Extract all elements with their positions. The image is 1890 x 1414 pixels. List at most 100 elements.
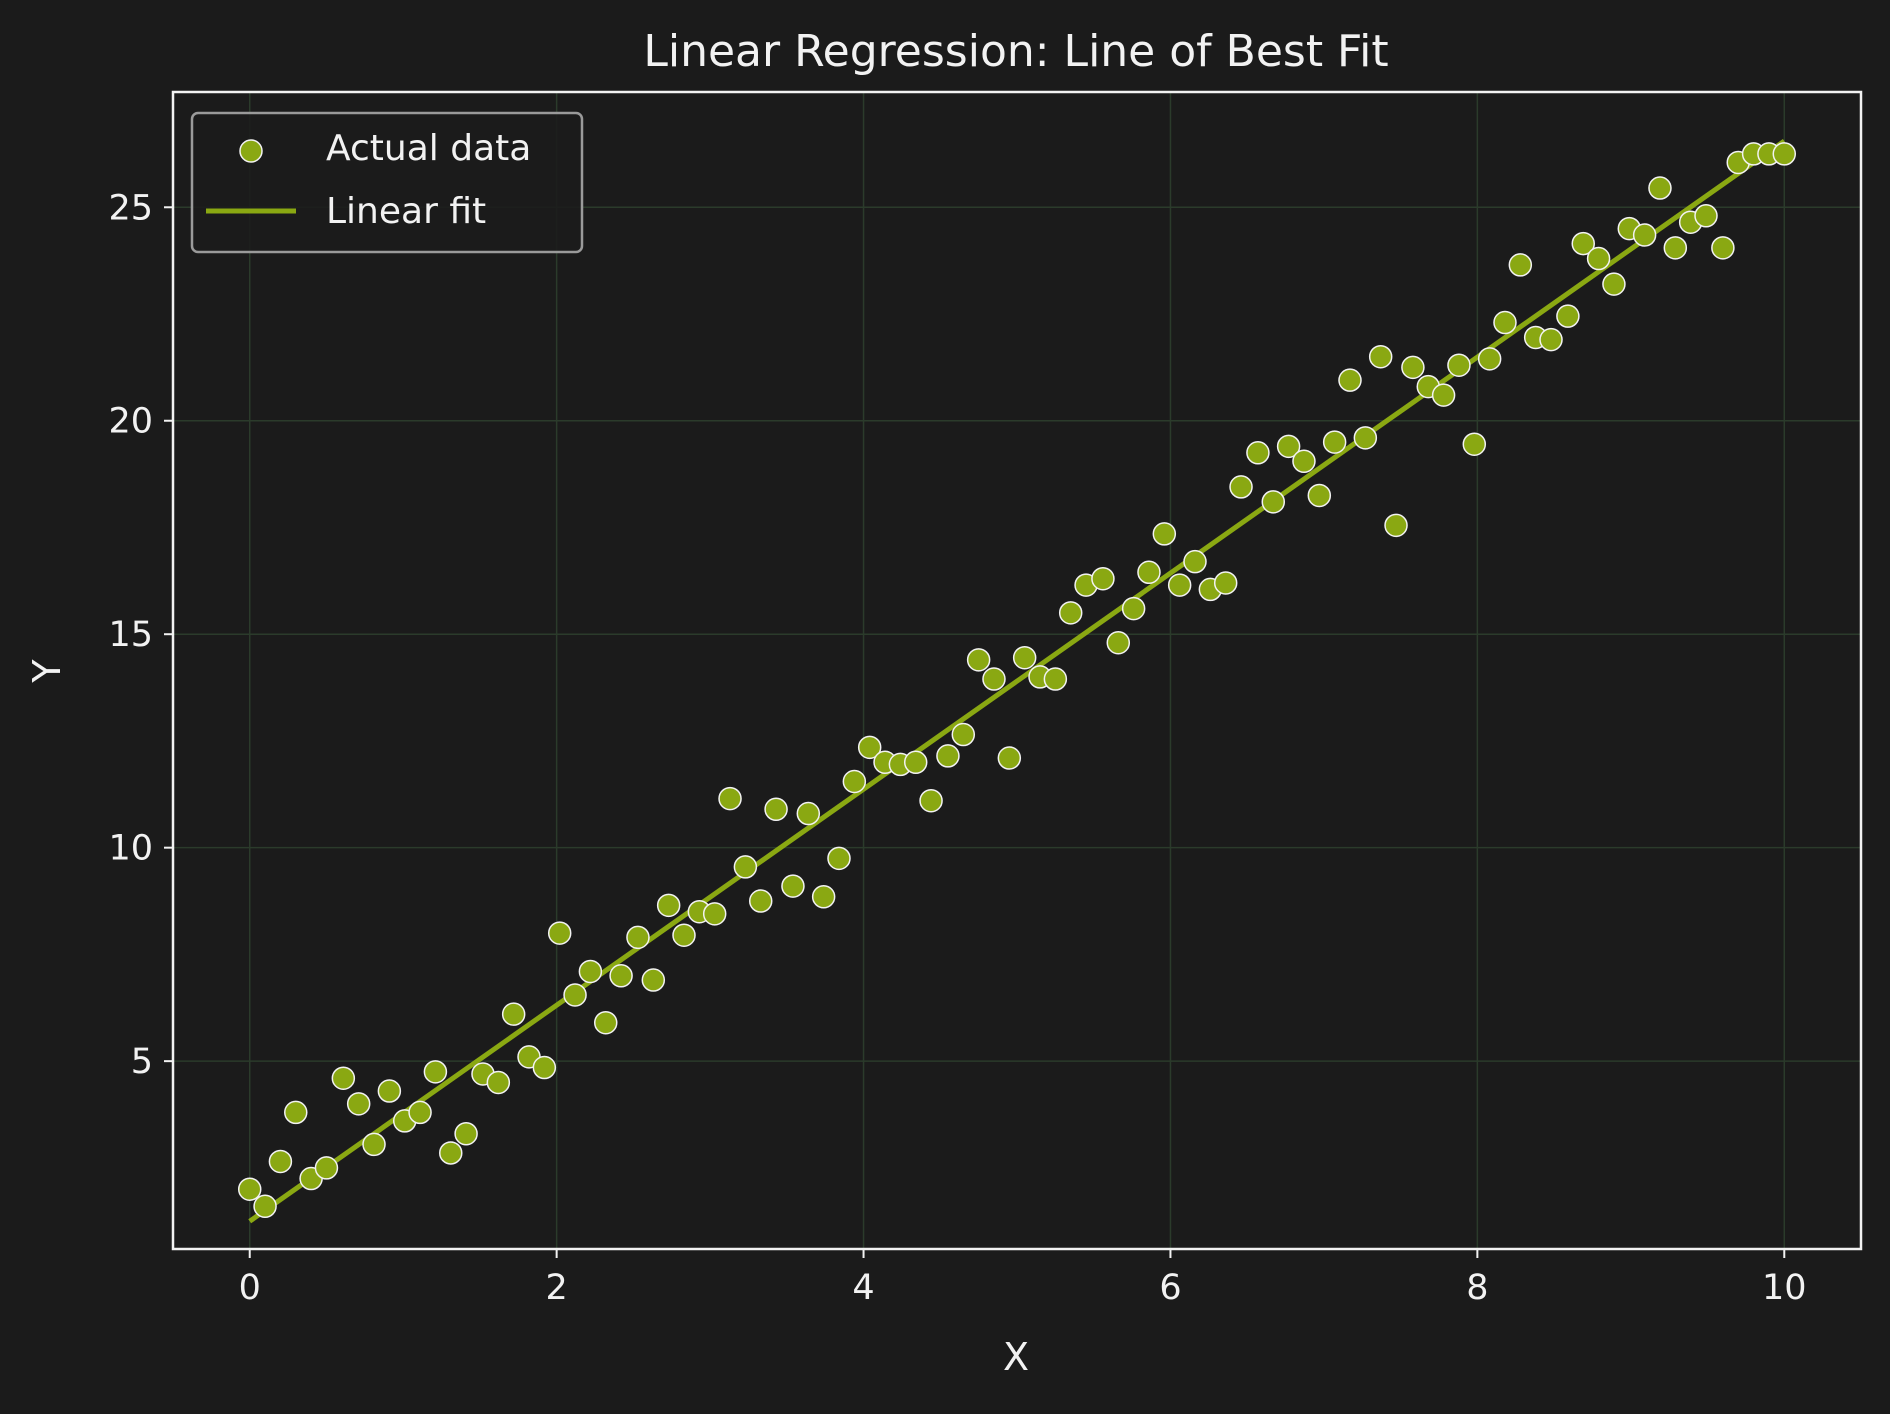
data-point <box>1043 667 1068 691</box>
data-point <box>1571 231 1595 256</box>
data-point <box>1322 430 1347 454</box>
data-point <box>1058 601 1083 625</box>
chart-title: Linear Regression: Line of Best Fit <box>643 26 1388 77</box>
y-axis-label: Y <box>25 659 69 684</box>
data-point <box>1384 513 1408 538</box>
data-point <box>1307 483 1332 508</box>
data-point <box>1261 490 1286 514</box>
data-point <box>982 667 1006 691</box>
data-point <box>641 968 666 992</box>
data-point <box>563 983 587 1007</box>
data-point <box>346 1092 371 1116</box>
data-point <box>501 1002 526 1026</box>
fit-line <box>248 139 1786 1224</box>
data-point <box>781 874 805 898</box>
data-point <box>1091 566 1115 591</box>
data-point <box>903 750 928 775</box>
grid-lines <box>173 92 1861 1249</box>
data-point <box>1711 236 1735 260</box>
data-point <box>1602 272 1626 296</box>
data-point <box>626 925 650 950</box>
x-tick-label: 4 <box>852 1268 874 1308</box>
x-axis-label: X <box>1003 1335 1029 1379</box>
data-point <box>656 893 681 918</box>
legend-box <box>190 111 584 254</box>
legend-scatter-marker <box>239 139 263 163</box>
data-point <box>486 1070 511 1095</box>
data-point <box>1353 426 1378 450</box>
data-point <box>842 769 867 794</box>
data-point <box>314 1156 339 1180</box>
y-tick-label: 15 <box>108 615 153 655</box>
data-point <box>1539 327 1563 352</box>
data-point <box>578 959 603 984</box>
data-point <box>454 1121 478 1146</box>
x-tick-label: 2 <box>545 1268 567 1308</box>
axes-frame <box>171 90 1863 1251</box>
data-point <box>268 1149 293 1174</box>
data-point <box>1338 368 1362 392</box>
data-point <box>1137 560 1161 585</box>
data-point <box>702 902 727 926</box>
scatter-points <box>237 142 1797 1219</box>
data-point <box>919 788 943 813</box>
data-point <box>1276 434 1301 459</box>
y-tick-label: 20 <box>108 402 153 442</box>
legend: Actual data Linear fit <box>190 111 584 254</box>
fit-line-layer <box>248 139 1786 1224</box>
data-point <box>1648 176 1672 200</box>
data-point <box>1106 630 1131 655</box>
data-point <box>1694 204 1718 228</box>
data-point <box>672 923 696 947</box>
data-point <box>718 786 742 811</box>
legend-label-linear-fit: Linear fit <box>326 191 486 232</box>
data-point <box>1012 645 1037 670</box>
x-tick-label: 0 <box>239 1268 261 1308</box>
data-point <box>733 855 758 879</box>
data-point <box>1632 223 1657 247</box>
data-point <box>796 801 821 826</box>
data-point <box>1183 549 1207 574</box>
axis-ticks: 0 2 4 6 8 10 5 10 15 20 25 <box>108 188 1806 1308</box>
data-point <box>1508 253 1533 277</box>
data-point <box>951 722 976 747</box>
data-point <box>1447 353 1471 377</box>
data-point <box>1152 522 1177 546</box>
data-point <box>857 735 882 760</box>
data-point <box>1586 246 1611 271</box>
data-point <box>1213 571 1238 595</box>
data-point <box>377 1079 402 1103</box>
data-point <box>1246 441 1270 465</box>
data-point <box>547 921 572 945</box>
data-point <box>1556 304 1580 328</box>
x-tick-label: 8 <box>1466 1268 1488 1308</box>
data-point <box>1401 355 1425 380</box>
data-point <box>532 1055 557 1080</box>
data-point <box>1493 310 1517 335</box>
data-point <box>997 746 1022 770</box>
data-point <box>1292 449 1316 474</box>
data-point <box>1229 475 1253 499</box>
data-point <box>1663 236 1688 260</box>
data-point <box>1477 347 1502 371</box>
data-point <box>439 1141 463 1165</box>
data-point <box>253 1194 277 1219</box>
legend-label-actual-data: Actual data <box>326 128 531 169</box>
data-point <box>764 797 788 822</box>
data-point <box>1121 596 1146 621</box>
data-point <box>1167 573 1192 597</box>
x-tick-label: 6 <box>1159 1268 1181 1308</box>
data-point <box>1462 432 1487 456</box>
data-point <box>1368 344 1393 369</box>
data-point <box>1431 383 1456 407</box>
y-tick-label: 10 <box>108 829 153 869</box>
data-point <box>609 964 633 988</box>
y-tick-label: 25 <box>108 188 153 228</box>
data-point <box>237 1177 262 1201</box>
x-tick-label: 10 <box>1762 1268 1807 1308</box>
data-point <box>423 1060 448 1084</box>
data-point <box>408 1100 432 1125</box>
data-point <box>593 1010 618 1035</box>
